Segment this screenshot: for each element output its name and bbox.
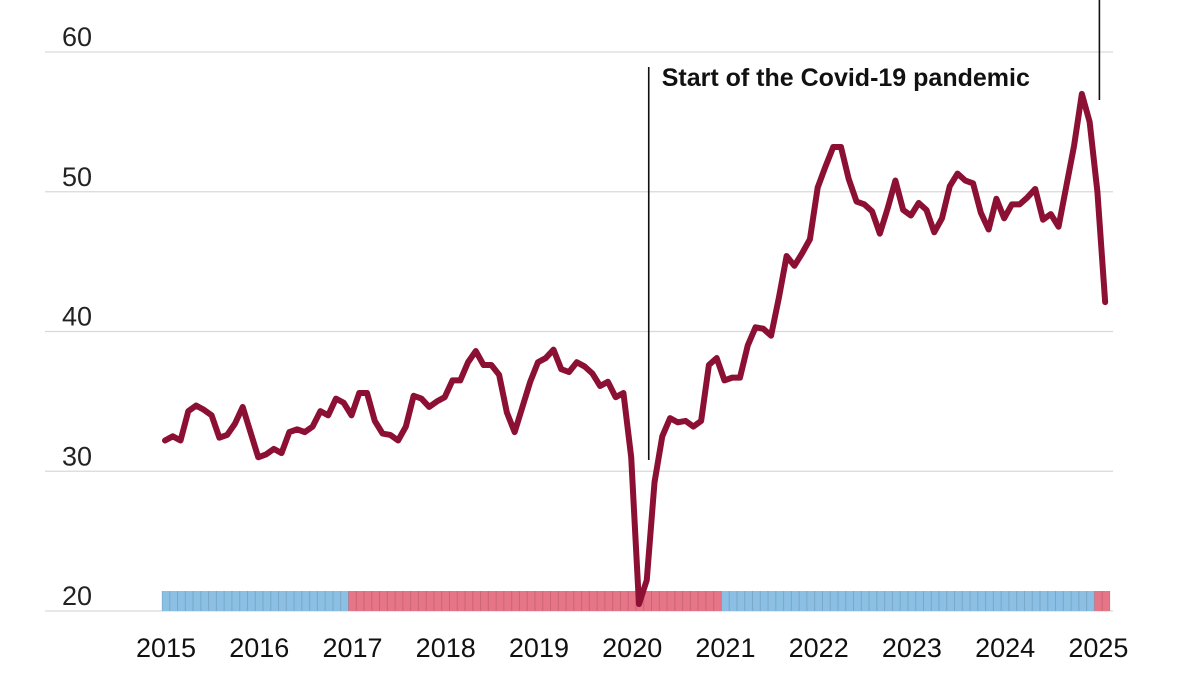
period-band-0 [162,591,349,611]
x-tick-label-2018: 2018 [416,633,476,663]
x-tick-label-2024: 2024 [975,633,1035,663]
annotations: Start of the Covid-19 pandemic [647,0,1101,460]
y-tick-label-50: 50 [62,162,92,192]
x-tick-label-2022: 2022 [789,633,849,663]
x-tick-label-2019: 2019 [509,633,569,663]
x-tick-label-2016: 2016 [229,633,289,663]
x-tick-label-2025: 2025 [1068,633,1128,663]
period-band-2 [721,591,1095,611]
y-axis: 20 30 40 50 60 [62,22,92,611]
x-tick-label-2017: 2017 [322,633,382,663]
y-tick-label-40: 40 [62,302,92,332]
period-strip [161,591,1111,611]
x-tick-label-2015: 2015 [136,633,196,663]
gridlines [45,51,1113,612]
annotation-label-0: Start of the Covid-19 pandemic [662,64,1030,92]
series-line-0 [162,90,1109,608]
period-band-3 [1094,591,1110,611]
y-tick-label-60: 60 [62,22,92,52]
period-band-1 [348,591,722,611]
x-tick-label-2023: 2023 [882,633,942,663]
x-axis: 2015 2016 2017 2018 2019 2020 2021 2022 2023 2024… [136,633,1128,663]
y-tick-label-20: 20 [62,581,92,611]
x-tick-label-2021: 2021 [695,633,755,663]
series-layer [162,90,1109,608]
x-tick-label-2020: 2020 [602,633,662,663]
y-tick-label-30: 30 [62,441,92,471]
